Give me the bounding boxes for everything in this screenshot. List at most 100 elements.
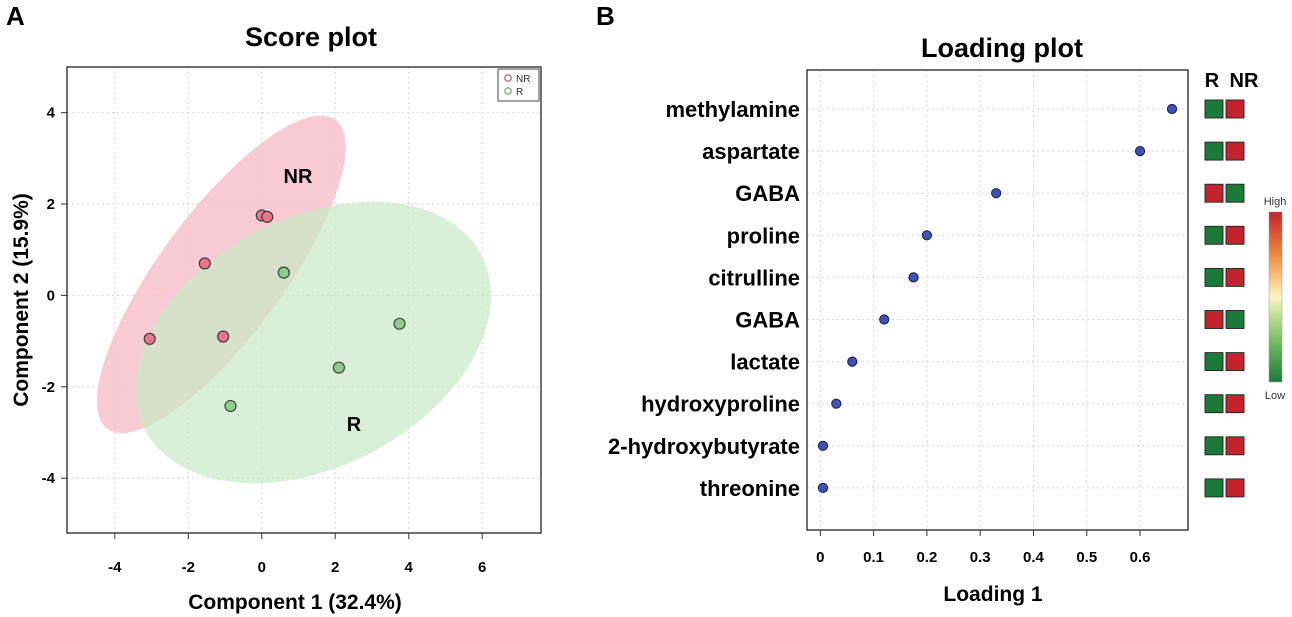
score-x-tick-label-5: 6 — [478, 559, 486, 576]
heatmap-cell-0-r — [1204, 99, 1224, 119]
legend-label-nr: NR — [516, 74, 530, 85]
loading-category-label-8: 2-hydroxybutyrate — [608, 434, 800, 459]
color-scale-low-label: Low — [1265, 390, 1285, 402]
loading-point-1 — [1134, 146, 1146, 157]
loading-x-tick-label-1: 0.1 — [863, 549, 884, 566]
loading-plot-gridlines — [807, 70, 1188, 530]
loading-plot-points — [817, 103, 1178, 493]
score-y-tick-label-0: 4 — [47, 105, 56, 122]
loading-point-7 — [831, 398, 842, 409]
heatmap-cell-1-r — [1204, 141, 1224, 161]
loading-point-6 — [847, 356, 858, 367]
score-x-tick-label-4: 4 — [405, 559, 414, 576]
loading-category-label-9: threonine — [700, 476, 800, 501]
loading-category-label-2: GABA — [735, 181, 800, 206]
heatmap-cells — [1204, 99, 1245, 498]
score-point-nr-3 — [217, 330, 230, 343]
panel-label-b: B — [596, 1, 615, 31]
loading-plot-categories: methylamine aspartate GABA proline citrullin… — [608, 97, 800, 501]
color-scale: High Low — [1264, 196, 1287, 402]
loading-x-tick-label-0: 0 — [816, 549, 824, 566]
loading-plot-frame — [806, 69, 1189, 531]
heatmap-cell-3-r — [1204, 225, 1224, 245]
score-point-r-0 — [277, 266, 290, 279]
score-point-r-1 — [393, 317, 406, 330]
score-y-tick-label-2: 0 — [47, 287, 55, 304]
heatmap-cell-6-nr — [1225, 352, 1245, 372]
loading-plot-x-label: Loading 1 — [943, 583, 1042, 606]
score-point-r-3 — [224, 399, 237, 413]
heatmap-cell-2-nr — [1225, 183, 1245, 203]
heatmap-cell-5-r — [1204, 310, 1224, 329]
loading-point-5 — [879, 314, 890, 325]
heatmap-cell-9-r — [1204, 478, 1224, 498]
loading-plot-x-ticks: 0 0.1 0.2 0.3 0.4 0.5 0.6 — [816, 530, 1150, 566]
legend-marker-nr — [504, 74, 512, 82]
score-plot-frame — [66, 66, 542, 534]
loading-category-label-0: methylamine — [666, 97, 801, 122]
loading-point-2 — [991, 188, 1002, 199]
loading-category-label-4: citrulline — [708, 265, 800, 290]
score-plot-y-label: Component 2 (15.9%) — [10, 193, 33, 407]
score-plot-y-ticks: 4 2 0 -2 -4 — [42, 105, 67, 487]
heatmap-cell-0-nr — [1225, 99, 1245, 119]
score-x-tick-label-3: 2 — [331, 559, 339, 576]
loading-x-tick-label-5: 0.5 — [1076, 549, 1097, 566]
heatmap-cell-4-r — [1204, 267, 1224, 287]
loading-category-label-7: hydroxyproline — [641, 392, 800, 417]
score-point-r-2 — [332, 361, 345, 374]
loading-point-9 — [817, 482, 829, 493]
group-label-nr: NR — [284, 166, 313, 188]
loading-x-tick-label-3: 0.3 — [970, 549, 991, 566]
loading-point-3 — [921, 230, 932, 241]
heatmap-cell-8-nr — [1225, 436, 1245, 456]
score-y-tick-label-4: -4 — [42, 470, 56, 487]
loading-category-label-5: GABA — [735, 308, 800, 333]
loading-category-label-6: lactate — [730, 350, 800, 375]
score-point-nr-4 — [143, 332, 156, 345]
heatmap-cell-6-r — [1204, 352, 1224, 372]
score-point-nr-1 — [261, 210, 274, 223]
heatmap-col-r: R — [1205, 70, 1220, 92]
score-x-tick-label-0: -4 — [108, 559, 122, 576]
heatmap-cell-1-nr — [1225, 141, 1245, 161]
heatmap-cell-2-r — [1204, 183, 1224, 203]
score-x-tick-label-1: -2 — [182, 559, 195, 576]
heatmap-cell-5-nr — [1225, 310, 1245, 329]
heatmap-cell-7-r — [1204, 394, 1224, 414]
score-plot-x-ticks: -4 -2 0 2 4 6 — [108, 533, 486, 576]
loading-category-label-1: aspartate — [702, 139, 800, 164]
legend-label-r: R — [516, 87, 523, 98]
heatmap-cell-4-nr — [1225, 267, 1245, 287]
score-x-tick-label-2: 0 — [258, 559, 266, 576]
score-plot-title: Score plot — [245, 22, 377, 52]
panel-label-a: A — [6, 1, 25, 31]
loading-point-8 — [817, 440, 829, 451]
legend-marker-r — [504, 87, 512, 95]
score-y-tick-label-3: -2 — [42, 379, 55, 396]
ellipse-r — [135, 201, 492, 484]
score-plot-ellipses — [96, 115, 492, 484]
loading-x-tick-label-4: 0.4 — [1023, 549, 1045, 566]
loading-point-4 — [908, 272, 919, 283]
color-scale-high-label: High — [1264, 196, 1287, 208]
loading-point-0 — [1166, 103, 1178, 115]
score-y-tick-label-1: 2 — [47, 196, 55, 213]
group-label-r: R — [347, 414, 362, 436]
heatmap-col-nr: NR — [1230, 70, 1259, 92]
score-plot-x-label: Component 1 (32.4%) — [188, 591, 402, 614]
loading-plot-title: Loading plot — [921, 33, 1083, 63]
score-point-nr-2 — [198, 257, 211, 270]
legend-box — [497, 68, 540, 102]
score-plot-points — [143, 209, 406, 413]
heatmap-cell-8-r — [1204, 436, 1224, 456]
heatmap-cell-7-nr — [1225, 394, 1245, 414]
loading-category-label-3: proline — [727, 223, 800, 248]
heatmap-cell-3-nr — [1225, 225, 1245, 245]
loading-x-tick-label-2: 0.2 — [916, 549, 937, 566]
heatmap-cell-9-nr — [1225, 478, 1245, 498]
loading-x-tick-label-6: 0.6 — [1130, 549, 1151, 566]
score-plot-legend: NR R — [497, 68, 540, 102]
color-scale-bar — [1268, 211, 1283, 383]
